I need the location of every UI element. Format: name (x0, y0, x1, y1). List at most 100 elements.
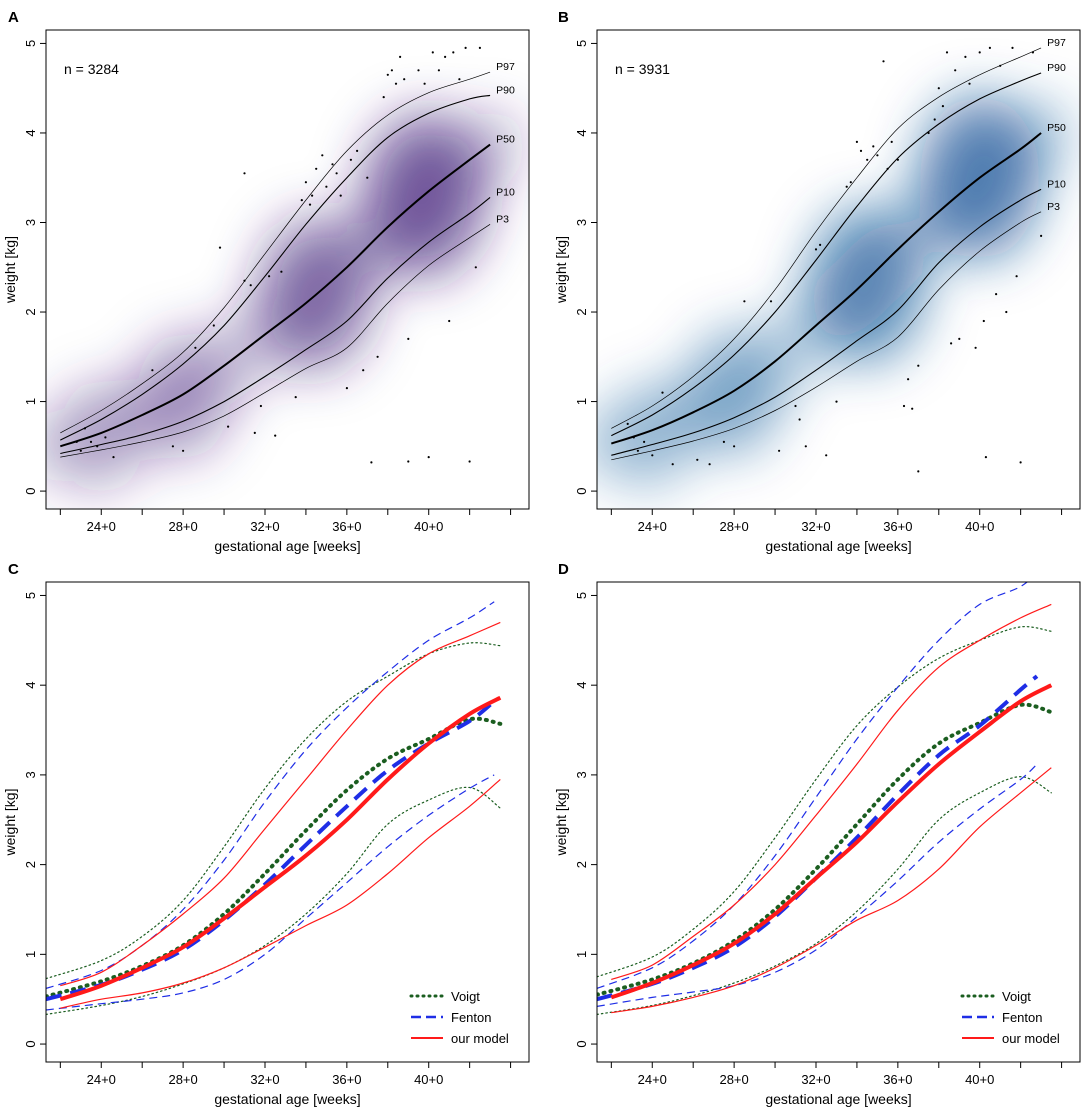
data-point (321, 154, 324, 157)
data-point (362, 369, 365, 372)
panel-letter: A (8, 9, 19, 26)
data-point (859, 149, 863, 152)
x-tick-label: 28+0 (168, 519, 197, 534)
data-point (345, 387, 348, 390)
data-point (370, 461, 373, 464)
data-point (845, 185, 848, 188)
density-cloud (46, 109, 526, 496)
data-point (643, 440, 646, 443)
data-point (243, 172, 246, 175)
data-point (743, 300, 746, 303)
data-point (194, 346, 197, 349)
legend-label: Voigt (451, 989, 480, 1004)
y-tick-label: 3 (574, 219, 589, 226)
data-point (933, 118, 936, 121)
series-line-fenton-p90 (597, 582, 1029, 989)
data-point (626, 422, 629, 425)
data-point (696, 458, 699, 461)
data-point (427, 456, 430, 459)
x-tick-label: 36+0 (332, 519, 361, 534)
data-point (902, 404, 906, 408)
plot-area (46, 601, 503, 1015)
y-tick-label: 0 (574, 487, 589, 494)
series-line-our-model-p10 (611, 767, 1052, 1014)
data-point (259, 404, 262, 408)
data-point (478, 46, 481, 50)
x-tick-label: 24+0 (638, 519, 667, 534)
panel-a: A P97 P90 P50 P10 P3 n = 3284 24+0 28+0 32+0 36+0 4… (2, 9, 530, 554)
series-line-our-model-p50 (610, 683, 1053, 1000)
panel-letter: B (558, 9, 569, 26)
data-point (882, 60, 885, 63)
density-peak (58, 379, 144, 496)
x-tick-label: 40+0 (414, 1072, 443, 1087)
data-point (1005, 310, 1008, 314)
x-axis-title: gestational age [weeks] (765, 1091, 911, 1107)
x-axis: 24+0 28+0 32+0 36+0 40+0 gestational age [wee… (59, 509, 512, 554)
sample-size-label: n = 3931 (615, 61, 670, 77)
percentile-label-p10: P10 (1047, 178, 1066, 190)
percentile-curve-p3 (611, 211, 1042, 461)
y-tick-label: 5 (574, 40, 589, 47)
data-point (964, 55, 967, 59)
data-point (89, 440, 93, 443)
data-point (464, 46, 467, 50)
percentile-curve-p50 (610, 132, 1042, 445)
y-tick-label: 4 (574, 682, 589, 689)
y-axis-title: weight [kg] (2, 236, 18, 304)
data-point (448, 319, 451, 323)
percentile-curve-p50 (59, 143, 491, 448)
data-point (182, 449, 185, 452)
x-tick-label: 28+0 (719, 1072, 748, 1087)
density-peak (609, 379, 695, 496)
data-point (954, 69, 957, 72)
data-point (855, 140, 859, 143)
percentile-curve-p10 (60, 196, 491, 455)
data-point (339, 194, 342, 197)
y-tick-label: 4 (574, 129, 589, 136)
data-point (382, 96, 385, 99)
data-point (349, 158, 352, 161)
plot-area (597, 582, 1054, 1015)
y-tick-label: 2 (574, 308, 589, 315)
plot-area (46, 46, 526, 496)
panel-c: C Voigt Fenton our model 24+0 28+0 32+0 36+0 40+… (2, 561, 530, 1107)
percentile-curve-p10 (611, 188, 1042, 456)
y-tick-label: 5 (574, 592, 589, 599)
percentile-curve-p97 (611, 47, 1042, 429)
legend: Voigt Fenton our model (960, 989, 1060, 1046)
data-point (636, 449, 640, 452)
data-point (671, 463, 674, 466)
percentile-curve-p97 (60, 71, 491, 434)
data-point (474, 266, 477, 269)
data-point (151, 369, 154, 372)
data-point (819, 243, 822, 246)
data-point (958, 337, 961, 340)
x-tick-label: 24+0 (87, 1072, 116, 1087)
data-point (423, 82, 426, 85)
x-tick-label: 32+0 (250, 1072, 279, 1087)
data-point (407, 337, 410, 340)
data-point (331, 163, 334, 166)
data-point (171, 445, 174, 448)
data-point (661, 391, 664, 394)
series-line-voigt-p10 (46, 786, 501, 1015)
data-point (335, 172, 338, 175)
percentile-label-p97: P97 (1047, 37, 1066, 49)
data-point (308, 203, 312, 206)
data-point (890, 140, 893, 143)
percentile-label-p3: P3 (496, 213, 509, 225)
y-tick-label: 0 (23, 1040, 38, 1047)
x-tick-label: 24+0 (87, 519, 116, 534)
x-axis-title: gestational age [weeks] (214, 538, 360, 554)
y-axis: 0 1 2 3 4 5 weight [kg] (2, 40, 46, 495)
x-axis: 24+0 28+0 32+0 36+0 40+0 gestational age [wee… (610, 1062, 1063, 1107)
y-tick-label: 0 (23, 487, 38, 494)
plot-area (597, 46, 1077, 496)
data-point (778, 449, 781, 452)
data-point (988, 46, 992, 50)
percentile-label-p3: P3 (1047, 201, 1060, 213)
data-point (399, 55, 402, 59)
data-point (937, 87, 940, 90)
percentile-curve-p90 (60, 94, 491, 441)
